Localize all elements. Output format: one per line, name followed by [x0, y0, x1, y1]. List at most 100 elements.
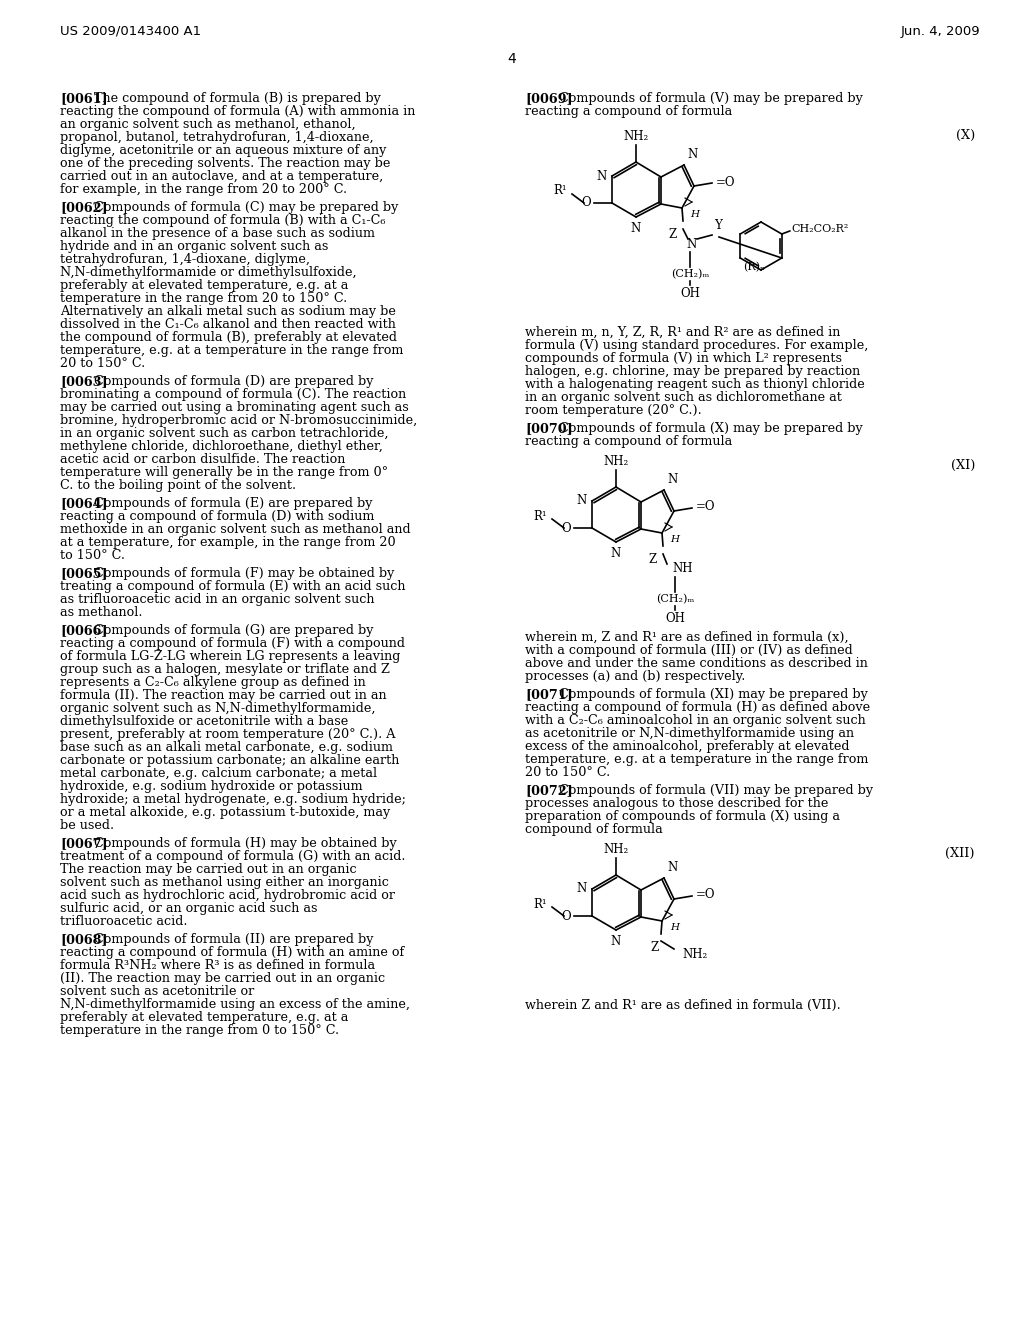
Text: in an organic solvent such as dichloromethane at: in an organic solvent such as dichlorome…: [525, 391, 842, 404]
Text: N: N: [597, 169, 607, 182]
Text: sulfuric acid, or an organic acid such as: sulfuric acid, or an organic acid such a…: [60, 902, 317, 915]
Text: NH: NH: [672, 562, 692, 576]
Text: [0062]: [0062]: [60, 201, 108, 214]
Text: The compound of formula (B) is prepared by: The compound of formula (B) is prepared …: [94, 92, 381, 106]
Text: =O: =O: [696, 500, 716, 513]
Text: or a metal alkoxide, e.g. potassium t-butoxide, may: or a metal alkoxide, e.g. potassium t-bu…: [60, 807, 390, 818]
Text: Compounds of formula (F) may be obtained by: Compounds of formula (F) may be obtained…: [94, 568, 394, 579]
Text: [0066]: [0066]: [60, 624, 108, 638]
Text: N: N: [667, 473, 677, 486]
Text: reacting the compound of formula (B) with a C₁-C₆: reacting the compound of formula (B) wit…: [60, 214, 385, 227]
Text: N: N: [577, 495, 587, 507]
Text: as acetonitrile or N,N-dimethylformamide using an: as acetonitrile or N,N-dimethylformamide…: [525, 727, 854, 741]
Text: be used.: be used.: [60, 818, 114, 832]
Text: for example, in the range from 20 to 200° C.: for example, in the range from 20 to 200…: [60, 183, 347, 195]
Text: [0069]: [0069]: [525, 92, 572, 106]
Text: present, preferably at room temperature (20° C.). A: present, preferably at room temperature …: [60, 729, 395, 741]
Text: processes analogous to those described for the: processes analogous to those described f…: [525, 797, 828, 810]
Text: brominating a compound of formula (C). The reaction: brominating a compound of formula (C). T…: [60, 388, 407, 401]
Text: Compounds of formula (C) may be prepared by: Compounds of formula (C) may be prepared…: [94, 201, 398, 214]
Text: temperature, e.g. at a temperature in the range from: temperature, e.g. at a temperature in th…: [525, 752, 868, 766]
Text: one of the preceding solvents. The reaction may be: one of the preceding solvents. The react…: [60, 157, 390, 170]
Text: wherein m, n, Y, Z, R, R¹ and R² are as defined in: wherein m, n, Y, Z, R, R¹ and R² are as …: [525, 326, 841, 339]
Text: as methanol.: as methanol.: [60, 606, 142, 619]
Text: reacting a compound of formula (F) with a compound: reacting a compound of formula (F) with …: [60, 638, 406, 649]
Text: compounds of formula (V) in which L² represents: compounds of formula (V) in which L² rep…: [525, 352, 842, 366]
Text: N,N-dimethylformamide using an excess of the amine,: N,N-dimethylformamide using an excess of…: [60, 998, 410, 1011]
Text: Compounds of formula (E) are prepared by: Compounds of formula (E) are prepared by: [94, 498, 373, 510]
Text: =O: =O: [696, 888, 716, 902]
Text: 20 to 150° C.: 20 to 150° C.: [525, 766, 610, 779]
Text: carried out in an autoclave, and at a temperature,: carried out in an autoclave, and at a te…: [60, 170, 383, 183]
Text: at a temperature, for example, in the range from 20: at a temperature, for example, in the ra…: [60, 536, 395, 549]
Text: H: H: [670, 535, 679, 544]
Text: group such as a halogen, mesylate or triflate and Z: group such as a halogen, mesylate or tri…: [60, 663, 390, 676]
Text: alkanol in the presence of a base such as sodium: alkanol in the presence of a base such a…: [60, 227, 375, 240]
Text: as trifluoroacetic acid in an organic solvent such: as trifluoroacetic acid in an organic so…: [60, 593, 375, 606]
Text: may be carried out using a brominating agent such as: may be carried out using a brominating a…: [60, 401, 409, 414]
Text: excess of the aminoalcohol, preferably at elevated: excess of the aminoalcohol, preferably a…: [525, 741, 850, 752]
Text: reacting the compound of formula (A) with ammonia in: reacting the compound of formula (A) wit…: [60, 106, 416, 117]
Text: reacting a compound of formula: reacting a compound of formula: [525, 436, 732, 447]
Text: 4: 4: [508, 51, 516, 66]
Text: bromine, hydroperbromic acid or N-bromosuccinimide,: bromine, hydroperbromic acid or N-bromos…: [60, 414, 417, 426]
Text: organic solvent such as N,N-dimethylformamide,: organic solvent such as N,N-dimethylform…: [60, 702, 376, 715]
Text: The reaction may be carried out in an organic: The reaction may be carried out in an or…: [60, 863, 356, 876]
Text: Compounds of formula (XI) may be prepared by: Compounds of formula (XI) may be prepare…: [559, 688, 867, 701]
Text: NH₂: NH₂: [624, 129, 648, 143]
Text: N: N: [577, 883, 587, 895]
Text: Compounds of formula (VII) may be prepared by: Compounds of formula (VII) may be prepar…: [559, 784, 872, 797]
Text: 20 to 150° C.: 20 to 150° C.: [60, 356, 145, 370]
Text: [0064]: [0064]: [60, 498, 108, 510]
Text: in an organic solvent such as carbon tetrachloride,: in an organic solvent such as carbon tet…: [60, 426, 388, 440]
Text: above and under the same conditions as described in: above and under the same conditions as d…: [525, 657, 868, 671]
Text: with a C₂-C₆ aminoalcohol in an organic solvent such: with a C₂-C₆ aminoalcohol in an organic …: [525, 714, 865, 727]
Text: methylene chloride, dichloroethane, diethyl ether,: methylene chloride, dichloroethane, diet…: [60, 440, 383, 453]
Text: reacting a compound of formula: reacting a compound of formula: [525, 106, 732, 117]
Text: treating a compound of formula (E) with an acid such: treating a compound of formula (E) with …: [60, 579, 406, 593]
Text: [0067]: [0067]: [60, 837, 108, 850]
Text: halogen, e.g. chlorine, may be prepared by reaction: halogen, e.g. chlorine, may be prepared …: [525, 366, 860, 378]
Text: N: N: [611, 935, 622, 948]
Text: NH₂: NH₂: [603, 455, 629, 469]
Text: Compounds of formula (D) are prepared by: Compounds of formula (D) are prepared by: [94, 375, 374, 388]
Text: Compounds of formula (V) may be prepared by: Compounds of formula (V) may be prepared…: [559, 92, 862, 106]
Text: base such as an alkali metal carbonate, e.g. sodium: base such as an alkali metal carbonate, …: [60, 741, 393, 754]
Text: N: N: [667, 861, 677, 874]
Text: hydroxide, e.g. sodium hydroxide or potassium: hydroxide, e.g. sodium hydroxide or pota…: [60, 780, 362, 793]
Text: R¹: R¹: [553, 185, 567, 198]
Text: Z: Z: [669, 228, 677, 242]
Text: (X): (X): [955, 129, 975, 143]
Text: Compounds of formula (H) may be obtained by: Compounds of formula (H) may be obtained…: [94, 837, 396, 850]
Text: OH: OH: [680, 286, 700, 300]
Text: C. to the boiling point of the solvent.: C. to the boiling point of the solvent.: [60, 479, 296, 492]
Text: diglyme, acetonitrile or an aqueous mixture of any: diglyme, acetonitrile or an aqueous mixt…: [60, 144, 386, 157]
Text: acid such as hydrochloric acid, hydrobromic acid or: acid such as hydrochloric acid, hydrobro…: [60, 888, 395, 902]
Text: Jun. 4, 2009: Jun. 4, 2009: [900, 25, 980, 38]
Text: preferably at elevated temperature, e.g. at a: preferably at elevated temperature, e.g.…: [60, 1011, 348, 1024]
Text: N: N: [687, 238, 697, 251]
Text: propanol, butanol, tetrahydrofuran, 1,4-dioxane,: propanol, butanol, tetrahydrofuran, 1,4-…: [60, 131, 374, 144]
Text: treatment of a compound of formula (G) with an acid.: treatment of a compound of formula (G) w…: [60, 850, 406, 863]
Text: acetic acid or carbon disulfide. The reaction: acetic acid or carbon disulfide. The rea…: [60, 453, 345, 466]
Text: temperature will generally be in the range from 0°: temperature will generally be in the ran…: [60, 466, 388, 479]
Text: R¹: R¹: [534, 898, 547, 911]
Text: room temperature (20° C.).: room temperature (20° C.).: [525, 404, 701, 417]
Text: temperature in the range from 20 to 150° C.: temperature in the range from 20 to 150°…: [60, 292, 347, 305]
Text: formula (II). The reaction may be carried out in an: formula (II). The reaction may be carrie…: [60, 689, 387, 702]
Text: N,N-dimethylformamide or dimethylsulfoxide,: N,N-dimethylformamide or dimethylsulfoxi…: [60, 267, 356, 279]
Text: (R)ₙ: (R)ₙ: [743, 261, 765, 272]
Text: solvent such as acetonitrile or: solvent such as acetonitrile or: [60, 985, 254, 998]
Text: temperature in the range from 0 to 150° C.: temperature in the range from 0 to 150° …: [60, 1024, 339, 1038]
Text: (XII): (XII): [945, 847, 975, 861]
Text: N: N: [631, 222, 641, 235]
Text: N: N: [611, 546, 622, 560]
Text: OH: OH: [665, 612, 685, 624]
Text: dissolved in the C₁-C₆ alkanol and then reacted with: dissolved in the C₁-C₆ alkanol and then …: [60, 318, 396, 331]
Text: an organic solvent such as methanol, ethanol,: an organic solvent such as methanol, eth…: [60, 117, 355, 131]
Text: [0070]: [0070]: [525, 422, 572, 436]
Text: methoxide in an organic solvent such as methanol and: methoxide in an organic solvent such as …: [60, 523, 411, 536]
Text: wherein m, Z and R¹ are as defined in formula (x),: wherein m, Z and R¹ are as defined in fo…: [525, 631, 849, 644]
Text: (II). The reaction may be carried out in an organic: (II). The reaction may be carried out in…: [60, 972, 385, 985]
Text: tetrahydrofuran, 1,4-dioxane, diglyme,: tetrahydrofuran, 1,4-dioxane, diglyme,: [60, 253, 310, 267]
